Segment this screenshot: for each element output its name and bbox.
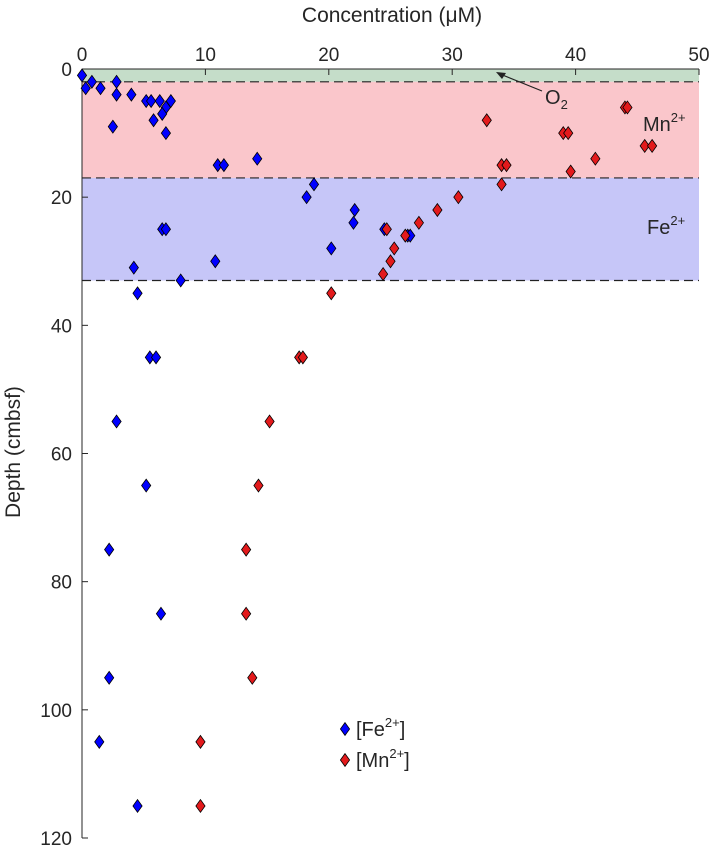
zone-band-0 <box>82 69 699 82</box>
series-0-point-17 <box>218 158 230 173</box>
series-0-point-18 <box>252 151 263 166</box>
zone-label-fe: Fe2+ <box>647 213 685 239</box>
series-0-point-19 <box>308 177 320 192</box>
x-tick-label-30: 30 <box>442 45 463 66</box>
data-points <box>76 68 658 814</box>
series-0-point-41 <box>132 798 143 814</box>
series-1-point-22 <box>297 350 308 365</box>
series-0-point-9 <box>154 93 165 109</box>
series-0-point-8 <box>146 93 157 109</box>
series-0-point-6 <box>126 87 137 102</box>
series-0-point-38 <box>155 606 167 621</box>
series-0-point-3 <box>95 81 106 96</box>
series-1-point-5 <box>639 138 650 153</box>
x-tick-label-20: 20 <box>318 45 339 66</box>
series-1-point-18 <box>385 254 396 269</box>
legend-label-0: [Fe2+] <box>356 715 405 741</box>
y-tick-label-0: 0 <box>61 60 72 81</box>
series-0-point-39 <box>104 670 115 685</box>
series-1-point-12 <box>453 190 464 205</box>
x-axis-title: Concentration (μM) <box>302 4 482 27</box>
series-1-point-28 <box>195 734 206 749</box>
series-0-point-30 <box>128 260 139 275</box>
series-0-point-20 <box>301 190 312 205</box>
series-0-point-34 <box>150 350 162 365</box>
series-0-point-32 <box>132 286 143 301</box>
series-0-point-28 <box>326 241 337 256</box>
series-1-point-7 <box>590 151 601 166</box>
series-1-point-2 <box>481 113 492 128</box>
y-tick-label-20: 20 <box>51 188 72 209</box>
series-0-point-40 <box>94 734 105 749</box>
series-0-point-21 <box>349 202 360 218</box>
axes: 0 10 20 30 40 50 0 20 40 60 80 100 120 <box>40 45 709 850</box>
series-0-point-14 <box>107 119 118 134</box>
o2-arrow-head <box>496 72 506 79</box>
series-0-point-0 <box>76 68 88 83</box>
series-0-point-11 <box>165 93 176 109</box>
series-1-point-10 <box>565 164 576 179</box>
series-1-point-1 <box>622 100 633 115</box>
zone-label-mn: Mn2+ <box>643 110 686 136</box>
legend-label-1: [Mn2+] <box>356 746 410 772</box>
series-0-point-1 <box>86 74 97 89</box>
series-1-point-6 <box>647 138 658 153</box>
series-0-point-29 <box>210 254 221 269</box>
series-1-point-4 <box>563 125 574 141</box>
series-1-point-25 <box>241 542 252 557</box>
series-1-point-11 <box>496 177 507 192</box>
zone-labels: O2 Mn2+ Fe2+ <box>496 72 686 239</box>
y-tick-label-80: 80 <box>51 573 72 594</box>
series-1-point-23 <box>264 414 275 429</box>
y-axis-title: Depth (cmbsf) <box>2 386 25 518</box>
y-tick-label-100: 100 <box>40 701 72 722</box>
series-1-point-9 <box>501 158 512 173</box>
series-0-point-31 <box>175 273 186 288</box>
x-tick-label-0: 0 <box>77 45 88 66</box>
series-1-point-14 <box>413 215 424 230</box>
series-1-point-27 <box>247 670 258 685</box>
series-1-point-15 <box>381 222 392 237</box>
series-1-point-24 <box>253 478 264 493</box>
legend: [Fe2+] [Mn2+] <box>339 715 410 772</box>
series-0-point-25 <box>160 222 172 237</box>
series-1-point-19 <box>378 266 389 282</box>
series-1-point-29 <box>195 798 206 814</box>
series-0-point-35 <box>111 414 122 429</box>
series-0-point-15 <box>160 125 172 141</box>
series-0-point-13 <box>148 113 159 128</box>
series-1-point-26 <box>241 606 252 621</box>
zone-label-o2: O2 <box>545 87 568 112</box>
series-1-point-17 <box>389 241 400 256</box>
x-tick-label-40: 40 <box>565 45 586 66</box>
series-1-point-20 <box>326 286 337 301</box>
y-tick-label-60: 60 <box>51 445 72 466</box>
y-tick-label-120: 120 <box>40 829 72 850</box>
legend-marker-1 <box>339 752 351 768</box>
x-tick-label-10: 10 <box>195 45 216 66</box>
series-1-point-16 <box>400 228 411 243</box>
series-0-point-2 <box>80 81 91 96</box>
series-0-point-37 <box>104 542 115 557</box>
series-0-point-22 <box>348 215 359 230</box>
series-1-point-13 <box>432 202 443 218</box>
legend-marker-0 <box>339 721 351 737</box>
series-0-point-12 <box>157 106 168 121</box>
series-0-point-36 <box>141 478 152 493</box>
x-tick-label-50: 50 <box>688 45 709 66</box>
y-tick-label-40: 40 <box>51 316 72 337</box>
series-0-point-5 <box>111 87 122 102</box>
zone-band-1 <box>82 81 699 178</box>
o2-arrow-line <box>499 73 543 92</box>
